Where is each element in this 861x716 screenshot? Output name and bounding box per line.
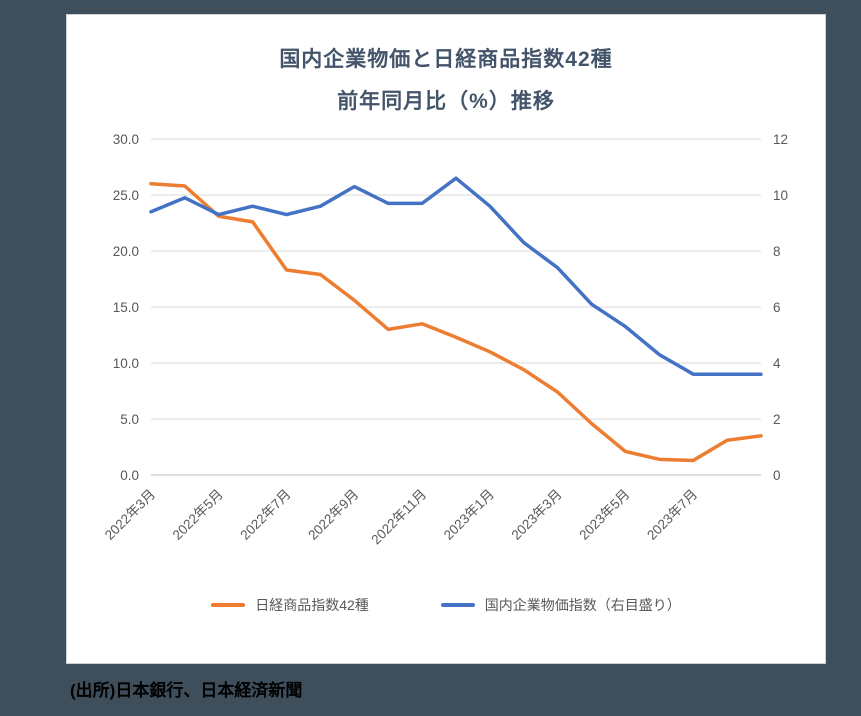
x-axis-label: 2023年1月 <box>441 487 497 543</box>
x-axis-label: 2023年5月 <box>576 487 632 543</box>
x-axis-label: 2023年3月 <box>509 487 565 543</box>
x-axis-label: 2022年7月 <box>237 487 293 543</box>
y-axis-label-right: 4 <box>773 356 781 371</box>
x-axis-label: 2023年7月 <box>644 487 700 543</box>
y-axis-label-left: 15.0 <box>113 300 139 315</box>
chart-plot-area: 0.0 5.0 10.0 15.0 20.0 25.0 30.0 0 2 4 6 8 10 12 2022年… <box>102 132 788 548</box>
y-axis-label-right: 0 <box>773 468 781 483</box>
x-axis-label: 2022年9月 <box>305 487 361 543</box>
series-line-cgpi <box>149 176 763 376</box>
legend-swatch-orange-line <box>211 603 246 607</box>
y-axis-label-right: 8 <box>773 244 781 259</box>
legend-label-cgpi: 国内企業物価指数（右目盛り） <box>484 597 681 613</box>
y-axis-label-left: 5.0 <box>120 412 139 427</box>
legend-swatch-blue-line <box>440 603 475 607</box>
x-axis-label: 2022年5月 <box>170 487 226 543</box>
chart-card: 国内企業物価と日経商品指数42種 前年同月比（%）推移 0.0 5.0 10.0 15… <box>66 14 826 664</box>
series-line-nikkei-commodity <box>149 182 763 463</box>
x-axis-label: 2022年11月 <box>368 487 429 548</box>
y-axis-label-right: 2 <box>773 412 781 427</box>
chart-title-line2: 前年同月比（%）推移 <box>337 90 555 113</box>
y-axis-label-left: 25.0 <box>113 188 139 203</box>
source-note: (出所)日本銀行、日本経済新聞 <box>70 681 303 700</box>
y-axis-label-left: 10.0 <box>113 356 139 371</box>
x-axis-label: 2022年3月 <box>102 487 158 543</box>
legend-item-cgpi: 国内企業物価指数（右目盛り） <box>440 595 681 615</box>
chart-title: 国内企業物価と日経商品指数42種 前年同月比（%）推移 <box>67 39 825 123</box>
y-axis-label-left: 0.0 <box>120 468 139 483</box>
legend-item-nikkei-commodity: 日経商品指数42種 <box>211 595 369 615</box>
chart-legend: 日経商品指数42種 国内企業物価指数（右目盛り） <box>67 595 825 615</box>
y-axis-label-left: 30.0 <box>113 132 139 147</box>
y-axis-label-right: 12 <box>773 132 788 147</box>
y-axis-label-left: 20.0 <box>113 244 139 259</box>
y-axis-label-right: 6 <box>773 300 781 315</box>
legend-label-nikkei-commodity: 日経商品指数42種 <box>255 597 369 613</box>
chart-title-line1: 国内企業物価と日経商品指数42種 <box>279 48 613 71</box>
y-axis-label-right: 10 <box>773 188 788 203</box>
